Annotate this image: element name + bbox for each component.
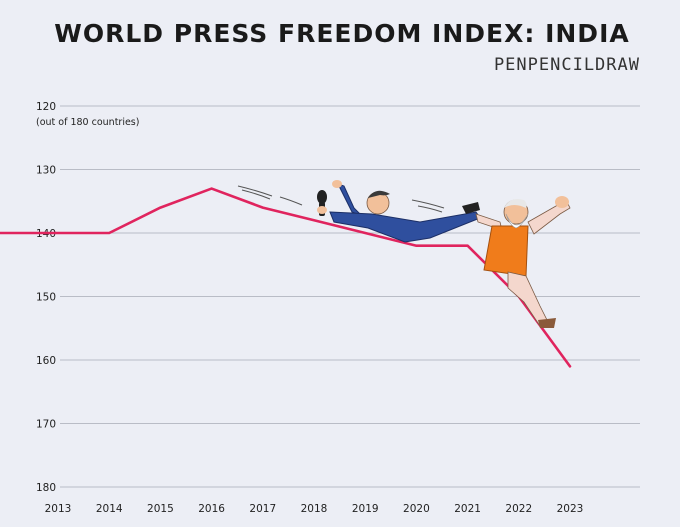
y-tick-label: 120 (36, 101, 56, 113)
politician-illustration (475, 196, 571, 328)
politician-vest (483, 225, 529, 277)
x-tick-label: 2021 (454, 503, 481, 515)
y-axis-label: (out of 180 countries) (36, 117, 139, 128)
y-tick-label: 130 (36, 165, 56, 177)
y-tick-label: 170 (36, 419, 56, 431)
x-tick-label: 2023 (557, 503, 584, 515)
y-tick-label: 150 (36, 292, 56, 304)
journalist-hand (332, 180, 342, 188)
politician-right-arm (527, 199, 571, 235)
journalist-illustration (237, 180, 481, 243)
x-tick-label: 2020 (403, 503, 430, 515)
politician-legs (507, 271, 549, 327)
y-tick-label: 180 (36, 482, 56, 494)
y-tick-label: 160 (36, 355, 56, 367)
grid (60, 105, 640, 488)
politician-beard (505, 213, 529, 229)
x-tick-label: 2015 (147, 503, 174, 515)
x-tick-label: 2013 (45, 503, 72, 515)
politician-hand (555, 196, 569, 208)
microphone-icon (317, 190, 327, 204)
x-tick-label: 2018 (301, 503, 328, 515)
politician-hair (504, 199, 527, 208)
x-tick-labels: 2013 2014 2015 2016 2017 2018 2019 2020 2021 2022… (45, 503, 584, 515)
x-tick-label: 2022 (505, 503, 532, 515)
journalist-body (329, 211, 481, 243)
chart-credit: PENPENCILDRAW (494, 55, 640, 75)
x-tick-label: 2017 (249, 503, 276, 515)
series-line (0, 187, 572, 368)
journalist-arm (337, 183, 363, 217)
journalist-hair (368, 190, 390, 198)
x-tick-label: 2016 (198, 503, 225, 515)
politician-shoe (538, 318, 556, 328)
x-tick-label: 2014 (96, 503, 123, 515)
x-tick-label: 2019 (352, 503, 379, 515)
speed-lines (237, 185, 445, 213)
journalist-shoe (462, 202, 480, 214)
chart-title: WORLD PRESS FREEDOM INDEX: INDIA (54, 19, 629, 48)
